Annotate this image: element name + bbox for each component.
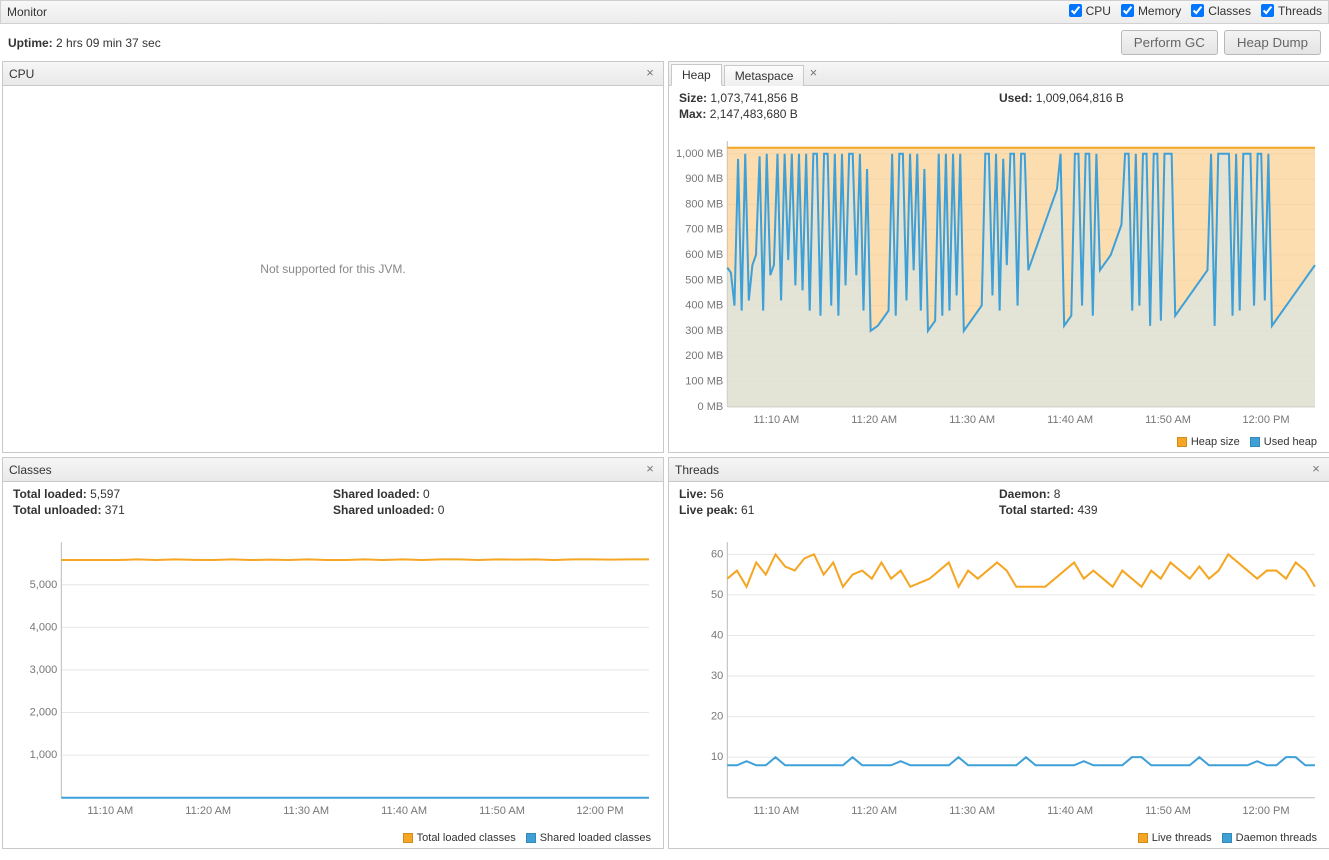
svg-text:11:40 AM: 11:40 AM xyxy=(1047,414,1093,426)
classes-panel: Classes × Total loaded: 5,597 Total unlo… xyxy=(2,457,664,849)
svg-text:100 MB: 100 MB xyxy=(685,376,723,388)
toggle-cpu[interactable]: CPU xyxy=(1069,4,1111,18)
svg-text:900 MB: 900 MB xyxy=(685,173,723,185)
close-icon[interactable]: × xyxy=(1309,463,1323,477)
svg-text:11:20 AM: 11:20 AM xyxy=(185,805,231,817)
classes-chart: 1,000 2,000 3,000 4,000 5,000 11:10 AM 11:20 A… xyxy=(11,524,655,830)
threads-stats: Live: 56 Live peak: 61 Daemon: 8 Total s… xyxy=(669,482,1329,520)
svg-text:300 MB: 300 MB xyxy=(685,325,723,337)
svg-text:10: 10 xyxy=(711,751,723,763)
close-icon[interactable]: × xyxy=(643,67,657,81)
heap-panel: Heap Metaspace × Size: 1,073,741,856 B M… xyxy=(668,61,1329,453)
toggle-memory[interactable]: Memory xyxy=(1121,4,1181,18)
tab-metaspace[interactable]: Metaspace xyxy=(724,65,805,86)
threads-chart: 10 20 30 40 50 60 11:10 AM 11:20 AM 11:30 AM 11:4… xyxy=(677,524,1321,830)
svg-text:50: 50 xyxy=(711,589,723,601)
svg-text:500 MB: 500 MB xyxy=(685,274,723,286)
svg-text:12:00 PM: 12:00 PM xyxy=(1242,414,1289,426)
svg-text:30: 30 xyxy=(711,670,723,682)
toggle-threads[interactable]: Threads xyxy=(1261,4,1322,18)
heap-chart: 0 MB 100 MB 200 MB 300 MB 400 MB 500 MB 600 MB… xyxy=(677,128,1321,434)
monitor-topbar: Monitor CPU Memory Classes Threads xyxy=(0,0,1329,24)
svg-text:1,000: 1,000 xyxy=(30,749,58,761)
threads-panel: Threads × Live: 56 Live peak: 61 Daemon:… xyxy=(668,457,1329,849)
svg-text:12:00 PM: 12:00 PM xyxy=(1242,805,1289,817)
svg-text:20: 20 xyxy=(711,711,723,723)
svg-text:11:50 AM: 11:50 AM xyxy=(1145,414,1191,426)
heap-stats: Size: 1,073,741,856 B Max: 2,147,483,680… xyxy=(669,86,1329,124)
threads-legend: Live threadsDaemon threads xyxy=(669,832,1329,848)
close-icon[interactable]: × xyxy=(643,463,657,477)
heap-tabstrip: Heap Metaspace × xyxy=(669,62,1329,86)
svg-text:11:10 AM: 11:10 AM xyxy=(87,805,133,817)
perform-gc-button[interactable]: Perform GC xyxy=(1121,30,1218,55)
svg-text:11:50 AM: 11:50 AM xyxy=(479,805,525,817)
toggle-classes[interactable]: Classes xyxy=(1191,4,1251,18)
svg-text:11:30 AM: 11:30 AM xyxy=(949,805,995,817)
svg-text:11:10 AM: 11:10 AM xyxy=(753,805,799,817)
cpu-panel-title: CPU xyxy=(9,67,34,81)
svg-text:11:10 AM: 11:10 AM xyxy=(753,414,799,426)
uptime-label: Uptime: 2 hrs 09 min 37 sec xyxy=(8,36,161,50)
close-icon[interactable]: × xyxy=(806,67,820,81)
svg-text:200 MB: 200 MB xyxy=(685,350,723,362)
svg-text:11:20 AM: 11:20 AM xyxy=(851,414,897,426)
svg-text:4,000: 4,000 xyxy=(30,621,58,633)
classes-panel-title: Classes xyxy=(9,463,52,477)
cpu-unsupported-message: Not supported for this JVM. xyxy=(3,86,663,452)
tab-heap[interactable]: Heap xyxy=(671,64,722,86)
threads-panel-title: Threads xyxy=(675,463,719,477)
monitor-title: Monitor xyxy=(7,5,47,19)
svg-text:40: 40 xyxy=(711,629,723,641)
svg-text:800 MB: 800 MB xyxy=(685,198,723,210)
svg-text:400 MB: 400 MB xyxy=(685,300,723,312)
svg-text:11:20 AM: 11:20 AM xyxy=(851,805,897,817)
cpu-panel: CPU × Not supported for this JVM. xyxy=(2,61,664,453)
heap-dump-button[interactable]: Heap Dump xyxy=(1224,30,1321,55)
classes-legend: Total loaded classesShared loaded classe… xyxy=(3,832,663,848)
heap-legend: Heap sizeUsed heap xyxy=(669,436,1329,452)
svg-text:0 MB: 0 MB xyxy=(697,401,723,413)
classes-stats: Total loaded: 5,597 Total unloaded: 371 … xyxy=(3,482,663,520)
svg-text:11:40 AM: 11:40 AM xyxy=(381,805,427,817)
svg-text:5,000: 5,000 xyxy=(30,579,58,591)
status-row: Uptime: 2 hrs 09 min 37 sec Perform GC H… xyxy=(0,24,1329,61)
svg-text:2,000: 2,000 xyxy=(30,707,58,719)
svg-text:11:50 AM: 11:50 AM xyxy=(1145,805,1191,817)
svg-text:60: 60 xyxy=(711,548,723,560)
svg-text:3,000: 3,000 xyxy=(30,664,58,676)
svg-text:11:40 AM: 11:40 AM xyxy=(1047,805,1093,817)
svg-text:700 MB: 700 MB xyxy=(685,224,723,236)
svg-text:1,000 MB: 1,000 MB xyxy=(677,148,723,160)
svg-text:11:30 AM: 11:30 AM xyxy=(949,414,995,426)
svg-text:600 MB: 600 MB xyxy=(685,249,723,261)
svg-text:11:30 AM: 11:30 AM xyxy=(283,805,329,817)
svg-text:12:00 PM: 12:00 PM xyxy=(576,805,623,817)
